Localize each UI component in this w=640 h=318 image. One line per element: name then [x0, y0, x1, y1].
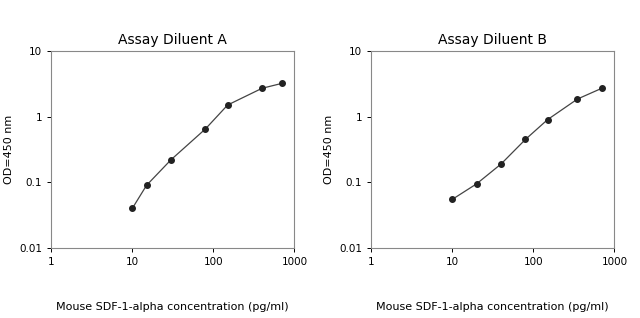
Y-axis label: OD=450 nm: OD=450 nm	[4, 115, 13, 184]
Title: Assay Diluent B: Assay Diluent B	[438, 33, 547, 47]
Text: Mouse SDF-1-alpha concentration (pg/ml): Mouse SDF-1-alpha concentration (pg/ml)	[56, 302, 289, 312]
Y-axis label: OD=450 nm: OD=450 nm	[324, 115, 333, 184]
Text: Mouse SDF-1-alpha concentration (pg/ml): Mouse SDF-1-alpha concentration (pg/ml)	[376, 302, 609, 312]
Title: Assay Diluent A: Assay Diluent A	[118, 33, 227, 47]
